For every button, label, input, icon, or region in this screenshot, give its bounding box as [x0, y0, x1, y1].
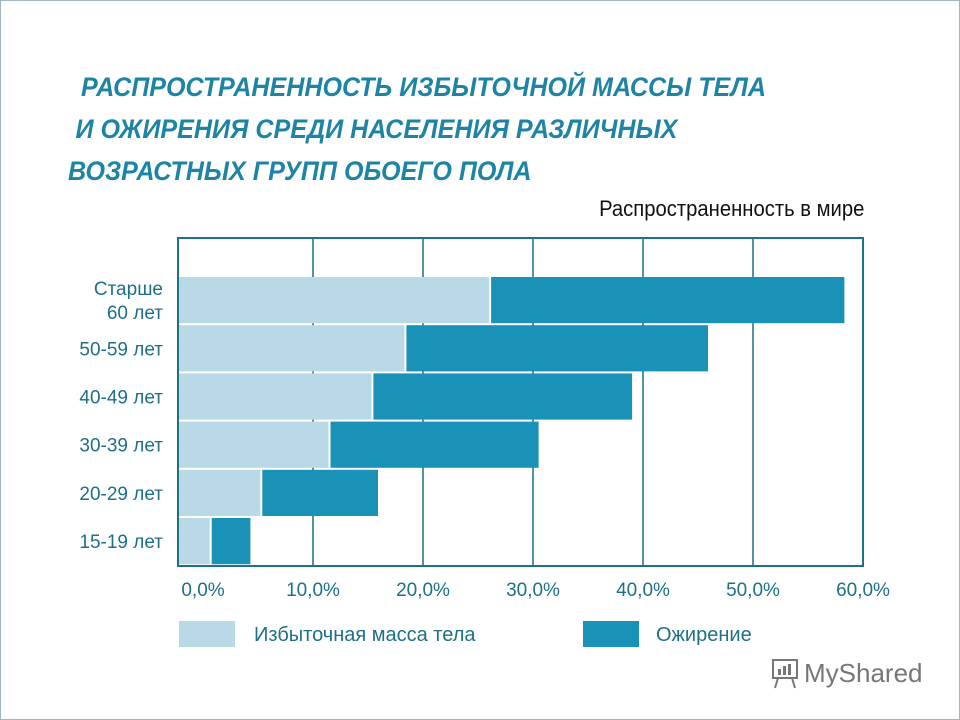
category-label: 30-39 лет	[79, 436, 163, 457]
category-label: 15-19 лет	[79, 532, 163, 553]
x-tick-label: 10,0%	[286, 580, 340, 601]
bar-obesity	[373, 373, 634, 420]
x-tick-label: 60,0%	[836, 580, 890, 601]
category-label: 60 лет	[107, 303, 163, 324]
watermark-text: MyShared	[804, 657, 923, 688]
x-tick-label: 40,0%	[616, 580, 670, 601]
bar-overweight	[179, 518, 211, 565]
title-line-3: ВОЗРАСТНЫХ ГРУПП ОБОЕГО ПОЛА	[68, 156, 532, 186]
category-label: Старше	[94, 279, 163, 300]
x-tick-label: 50,0%	[726, 580, 780, 601]
presentation-icon	[772, 659, 798, 689]
legend-swatch	[583, 621, 639, 647]
bar-obesity	[330, 421, 540, 468]
title-line-2: И ОЖИРЕНИЯ СРЕДИ НАСЕЛЕНИЯ РАЗЛИЧНЫХ	[75, 114, 678, 144]
bar-obesity	[262, 469, 379, 516]
category-label: 50-59 лет	[79, 339, 163, 360]
bar-obesity	[406, 325, 709, 372]
legend-swatch	[179, 621, 235, 647]
chart-subtitle: Распространенность в мире	[598, 196, 864, 221]
bar-obesity	[211, 518, 252, 565]
chart-title: РАСПРОСТРАНЕННОСТЬ ИЗБЫТОЧНОЙ МАССЫ ТЕЛА…	[68, 66, 831, 192]
bar-overweight	[179, 277, 491, 324]
x-tick-label: 20,0%	[396, 580, 450, 601]
bar-overweight	[179, 421, 330, 468]
bar-overweight	[179, 469, 262, 516]
title-line-1: РАСПРОСТРАНЕННОСТЬ ИЗБЫТОЧНОЙ МАССЫ ТЕЛА	[81, 72, 766, 102]
watermark: MyShared	[770, 656, 923, 690]
legend-label: Избыточная масса тела	[254, 624, 476, 646]
plot-border	[177, 237, 864, 567]
category-label: 40-49 лет	[79, 388, 163, 409]
category-label: 20-29 лет	[79, 484, 163, 505]
bar-overweight	[179, 373, 373, 420]
legend-label: Ожирение	[656, 624, 752, 646]
bar-obesity	[491, 277, 846, 324]
x-tick-label: 0,0%	[181, 580, 224, 601]
x-tick-label: 30,0%	[506, 580, 560, 601]
bar-overweight	[179, 325, 406, 372]
